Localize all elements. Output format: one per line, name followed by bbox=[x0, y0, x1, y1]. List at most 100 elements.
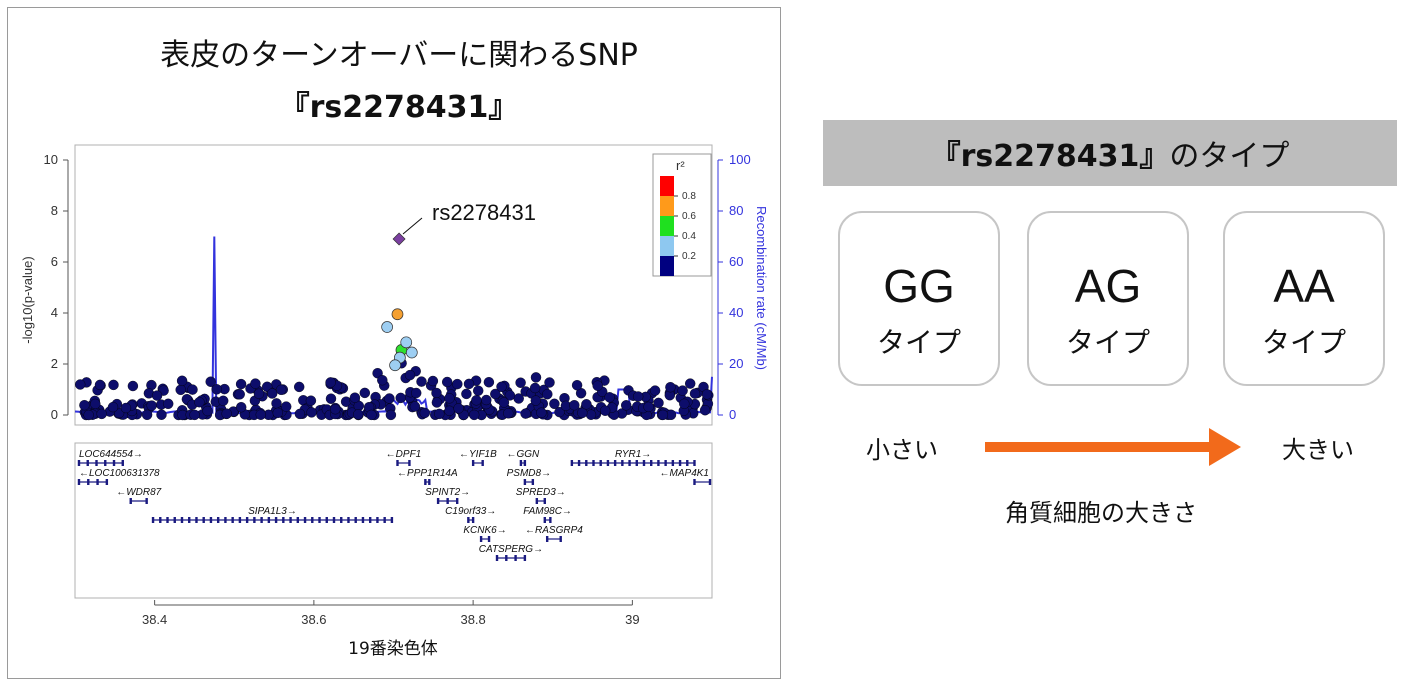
snp-point bbox=[544, 377, 555, 388]
gene-label: PSMD8→ bbox=[507, 468, 551, 479]
snp-point bbox=[490, 388, 501, 400]
snp-point bbox=[74, 379, 86, 390]
gene-exon bbox=[159, 517, 162, 523]
snp-point bbox=[520, 408, 531, 419]
snp-point bbox=[483, 377, 495, 388]
gene-exon bbox=[166, 517, 169, 523]
snp-point bbox=[434, 408, 445, 420]
snp-point bbox=[107, 401, 119, 413]
gene-exon bbox=[95, 460, 98, 466]
gene-exon bbox=[354, 517, 357, 523]
snp-point bbox=[156, 409, 167, 420]
snp-point bbox=[151, 390, 163, 401]
snp-point bbox=[530, 395, 541, 406]
gene-exon bbox=[523, 460, 527, 466]
gene-exon bbox=[151, 517, 155, 523]
snp-point bbox=[416, 376, 427, 387]
snp-point bbox=[633, 391, 644, 402]
gene-exon bbox=[96, 479, 99, 485]
gene-track-group: LOC644554→ ←LOC100631378 ←WDR87 SIPA1L3→ ←DP… bbox=[77, 449, 712, 561]
gene-label: ←DPF1 bbox=[386, 449, 422, 460]
gene-exon bbox=[446, 498, 449, 504]
chart-frame bbox=[7, 7, 781, 679]
snp-point bbox=[504, 390, 516, 401]
gene-exon bbox=[467, 517, 470, 523]
gene-label: RYR1→ bbox=[615, 449, 651, 460]
snp-point bbox=[141, 409, 153, 420]
genotype-code: GG bbox=[883, 260, 955, 312]
gene-exon bbox=[77, 460, 81, 466]
gene-exon bbox=[606, 460, 610, 466]
snp-point bbox=[677, 385, 688, 396]
snp-point bbox=[461, 388, 472, 400]
snp-point bbox=[496, 381, 507, 392]
snp-point bbox=[657, 409, 669, 421]
gene-label: ←GGN bbox=[507, 449, 541, 460]
gene-exon bbox=[195, 517, 198, 523]
snp-point bbox=[325, 393, 337, 404]
gene-exon bbox=[274, 517, 278, 523]
gene-exon bbox=[303, 517, 307, 523]
genotype-header: 『rs2278431』 のタイプ bbox=[823, 120, 1397, 186]
snp-point bbox=[189, 409, 200, 421]
y2-axis: 0 20 40 60 80 100 bbox=[717, 152, 751, 422]
snp-point bbox=[250, 378, 261, 389]
legend-swatch bbox=[660, 216, 674, 236]
snp-point bbox=[294, 381, 305, 393]
gene-label: CATSPERG→ bbox=[479, 544, 543, 555]
legend-swatch bbox=[660, 256, 674, 276]
lead-snp-label: rs2278431 bbox=[432, 200, 536, 225]
legend-swatch bbox=[660, 236, 674, 256]
gene-exon bbox=[628, 460, 631, 466]
gene-exon bbox=[289, 517, 292, 523]
snp-point bbox=[453, 403, 464, 414]
gene-label: ←RASGRP4 bbox=[525, 525, 583, 536]
snp-point-ld bbox=[381, 321, 393, 333]
gene-label: SPINT2→ bbox=[425, 487, 470, 498]
lead-snp-pointer bbox=[402, 217, 423, 235]
x-tick-label: 38.8 bbox=[460, 612, 485, 627]
snp-point bbox=[469, 409, 480, 421]
snp-point bbox=[653, 397, 664, 409]
gene-exon bbox=[368, 517, 372, 523]
genotype-type-label: タイプ bbox=[1261, 326, 1346, 359]
gene-label: SPRED3→ bbox=[516, 487, 566, 498]
genotype-code: AA bbox=[1273, 260, 1335, 312]
x-tick-label: 38.4 bbox=[142, 612, 167, 627]
gene-exon bbox=[671, 460, 675, 466]
snp-point bbox=[175, 384, 186, 395]
legend-title: r² bbox=[676, 158, 685, 173]
gene-exon bbox=[376, 517, 379, 523]
snp-point-ld bbox=[391, 308, 404, 321]
y2-tick-label: 60 bbox=[729, 254, 743, 269]
y-tick-label: 4 bbox=[51, 305, 58, 320]
gene-exon bbox=[104, 460, 107, 466]
gene-exon bbox=[112, 460, 116, 466]
locuszoom-plot: 0 2 4 6 8 10 0 20 40 60 80 100 38.4 38.6 38.8 39 LOC6… bbox=[20, 144, 769, 659]
snp-point bbox=[83, 409, 94, 421]
gene-exon bbox=[621, 460, 624, 466]
y-axis: 0 2 4 6 8 10 bbox=[44, 152, 69, 422]
snp-point bbox=[359, 387, 370, 399]
snp-point bbox=[444, 405, 455, 416]
genotype-type-label: タイプ bbox=[1065, 326, 1150, 359]
snp-point bbox=[281, 401, 292, 412]
gene-exon bbox=[523, 555, 527, 561]
snp-point bbox=[366, 409, 377, 421]
gene-exon bbox=[487, 536, 491, 542]
y2-tick-label: 40 bbox=[729, 305, 743, 320]
chart-subtitle: 『rs2278431』 bbox=[279, 90, 519, 125]
snp-point bbox=[211, 384, 222, 395]
gene-exon bbox=[238, 517, 242, 523]
gene-label: C19orf33→ bbox=[445, 506, 496, 517]
snp-point bbox=[90, 398, 101, 410]
gene-exon bbox=[642, 460, 646, 466]
gene-exon bbox=[202, 517, 205, 523]
legend-swatch bbox=[660, 176, 674, 196]
gene-exon bbox=[436, 498, 440, 504]
snp-point-ld bbox=[400, 336, 413, 349]
snp-point-ld bbox=[389, 359, 401, 372]
snp-point bbox=[349, 392, 361, 403]
gene-exon bbox=[267, 517, 271, 523]
genotype-card-aa: AA タイプ bbox=[1223, 211, 1385, 386]
